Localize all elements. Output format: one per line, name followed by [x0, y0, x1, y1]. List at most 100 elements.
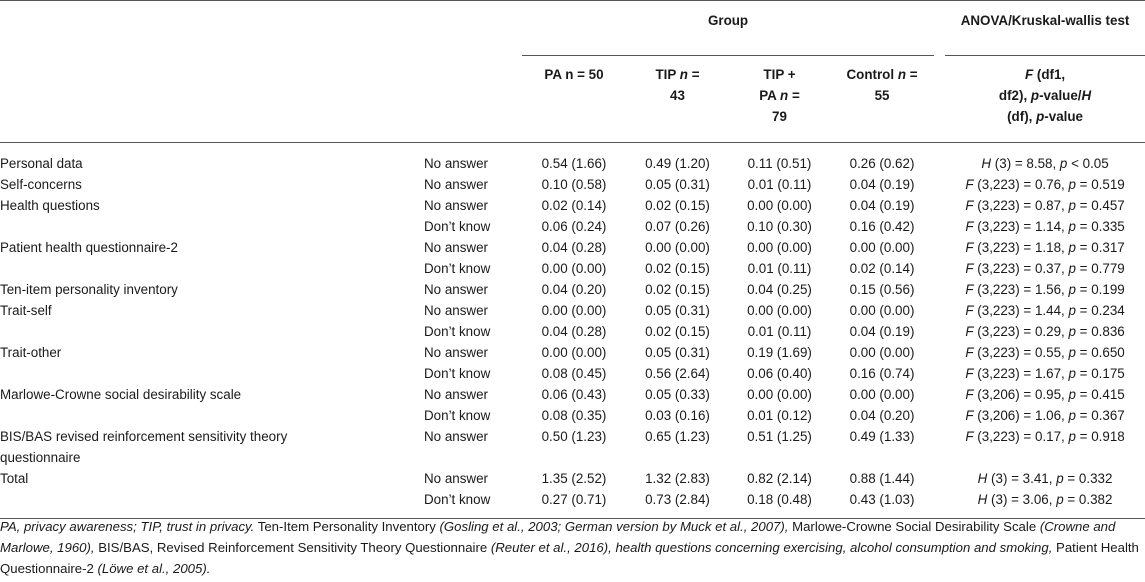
table-row: Total No answer 1.35 (2.52) 1.32 (2.83) 0.82… — [0, 468, 1145, 489]
row-label — [0, 405, 424, 426]
cell-gap — [934, 195, 945, 216]
cell-tippa: 0.82 (2.14) — [747, 471, 812, 486]
cell-pa: 0.08 (0.35) — [541, 408, 607, 423]
row-label: Ten-item personality inventory — [0, 282, 178, 297]
response-type: Don’t know — [424, 489, 522, 519]
cell-tip: 0.02 (0.15) — [645, 198, 710, 213]
footnote-citation: (Gosling et al., 2003; German version by… — [439, 519, 789, 534]
cell-pa: 0.50 (1.23) — [541, 429, 607, 444]
cell-tippa: 0.00 (0.00) — [747, 303, 812, 318]
cell-control: 0.04 (0.19) — [849, 324, 915, 339]
response-type: No answer — [424, 345, 489, 360]
row-label: Personal data — [0, 156, 83, 171]
response-type: No answer — [424, 387, 489, 402]
cell-tip: 0.05 (0.31) — [645, 177, 710, 192]
cell-pa: 0.27 (0.71) — [522, 489, 626, 519]
table-row: Don’t know 0.08 (0.45) 0.56 (2.64) 0.06 (0.… — [0, 363, 1145, 384]
cell-tip: 0.07 (0.26) — [645, 219, 710, 234]
cell-tip: 0.49 (1.20) — [645, 156, 710, 171]
cell-tip: 0.56 (2.64) — [645, 366, 710, 381]
row-label: BIS/BAS revised reinforcement sensitivit… — [0, 429, 288, 465]
cell-test: H (3) = 3.06, p = 0.382 — [945, 489, 1145, 519]
table-row: Don’t know 0.00 (0.00) 0.02 (0.15) 0.01 (0.… — [0, 258, 1145, 279]
cell-gap — [934, 342, 945, 363]
cell-pa: 0.08 (0.45) — [541, 366, 607, 381]
cell-tippa: 0.00 (0.00) — [747, 240, 812, 255]
response-type: Don’t know — [424, 324, 491, 339]
cell-tip: 0.05 (0.33) — [645, 387, 710, 402]
cell-control: 0.16 (0.42) — [849, 219, 915, 234]
row-label: Trait-other — [0, 345, 62, 360]
table-row: Personal data No answer 0.54 (1.66) 0.49 (1… — [0, 143, 1145, 175]
response-type: No answer — [424, 198, 489, 213]
response-type: Don’t know — [424, 261, 491, 276]
footnote-citation: (Reuter et al., 2016), health questions … — [490, 540, 1053, 555]
response-type: No answer — [424, 156, 489, 171]
cell-test: F (3,223) = 1.14, p = 0.335 — [965, 219, 1125, 234]
row-label — [0, 321, 424, 342]
cell-tippa: 0.01 (0.11) — [747, 324, 812, 339]
table-row: Don’t know 0.04 (0.28) 0.02 (0.15) 0.01 (0.… — [0, 321, 1145, 342]
cell-tippa: 0.11 (0.51) — [747, 156, 812, 171]
cell-pa: 0.06 (0.43) — [541, 387, 607, 402]
cell-control: 0.00 (0.00) — [849, 345, 915, 360]
cell-gap — [934, 321, 945, 342]
cell-test: F (3,223) = 0.55, p = 0.650 — [965, 345, 1125, 360]
row-label: Self-concerns — [0, 177, 82, 192]
response-type: Don’t know — [424, 366, 491, 381]
header-test: ANOVA/Kruskal-wallis test — [945, 0, 1145, 56]
cell-control: 0.49 (1.33) — [849, 429, 915, 444]
cell-test: F (3,223) = 0.29, p = 0.836 — [965, 324, 1125, 339]
cell-control: 0.00 (0.00) — [849, 303, 915, 318]
table-row: Marlowe-Crowne social desirability scale… — [0, 384, 1145, 405]
cell-tippa: 0.01 (0.11) — [747, 261, 812, 276]
cell-gap — [934, 405, 945, 426]
cell-tip: 0.00 (0.00) — [645, 240, 710, 255]
footnote-text: Marlowe-Crowne Social Desirability Scale — [788, 519, 1040, 534]
col-header-pa: PA n = 50 — [522, 55, 626, 143]
cell-test: F (3,223) = 1.18, p = 0.317 — [965, 240, 1125, 255]
cell-pa: 0.02 (0.14) — [541, 198, 607, 213]
footnote-text: Patient Health Questionnaire-2 — [0, 540, 1139, 576]
cell-tippa: 0.01 (0.11) — [747, 177, 812, 192]
table-row: Don’t know 0.27 (0.71) 0.73 (2.84) 0.18 (0.… — [0, 489, 1145, 519]
cell-control: 0.02 (0.14) — [849, 261, 915, 276]
cell-control: 0.04 (0.19) — [849, 177, 915, 192]
row-label — [0, 258, 424, 279]
cell-control: 0.16 (0.74) — [849, 366, 915, 381]
cell-gap — [934, 258, 945, 279]
table-body: Personal data No answer 0.54 (1.66) 0.49 (1… — [0, 143, 1145, 519]
response-type: No answer — [424, 177, 489, 192]
footnote-abbrev: PA, privacy awareness; TIP, trust in pri… — [0, 519, 255, 534]
table-row: Ten-item personality inventory No answer 0… — [0, 279, 1145, 300]
cell-pa: 1.35 (2.52) — [541, 471, 607, 486]
response-type: Don’t know — [424, 408, 491, 423]
cell-pa: 0.00 (0.00) — [541, 261, 607, 276]
header-group: Group — [522, 0, 935, 56]
cell-gap — [934, 426, 945, 468]
cell-gap — [934, 237, 945, 258]
cell-gap — [934, 384, 945, 405]
response-type: No answer — [424, 240, 489, 255]
cell-gap — [934, 174, 945, 195]
cell-tip: 0.05 (0.31) — [645, 303, 710, 318]
footnote-citation: (Crowne and Marlowe, 1960), — [0, 519, 1116, 555]
cell-tip: 0.02 (0.15) — [645, 324, 710, 339]
cell-pa: 0.10 (0.58) — [541, 177, 607, 192]
cell-pa: 0.54 (1.66) — [541, 156, 607, 171]
table-row: Don’t know 0.08 (0.35) 0.03 (0.16) 0.01 (0.… — [0, 405, 1145, 426]
cell-test: F (3,223) = 1.67, p = 0.175 — [965, 366, 1125, 381]
cell-tip: 0.02 (0.15) — [645, 282, 710, 297]
cell-pa: 0.06 (0.24) — [541, 219, 607, 234]
cell-tippa: 0.06 (0.40) — [747, 366, 812, 381]
table-row: Trait-other No answer 0.00 (0.00) 0.05 (0.3… — [0, 342, 1145, 363]
row-label: Health questions — [0, 198, 100, 213]
cell-gap — [934, 216, 945, 237]
row-label — [0, 363, 424, 384]
response-type: No answer — [424, 429, 489, 444]
cell-gap — [934, 363, 945, 384]
cell-test: F (3,223) = 0.76, p = 0.519 — [965, 177, 1125, 192]
cell-gap — [934, 468, 945, 489]
row-label: Patient health questionnaire-2 — [0, 240, 178, 255]
cell-control: 0.00 (0.00) — [849, 240, 915, 255]
